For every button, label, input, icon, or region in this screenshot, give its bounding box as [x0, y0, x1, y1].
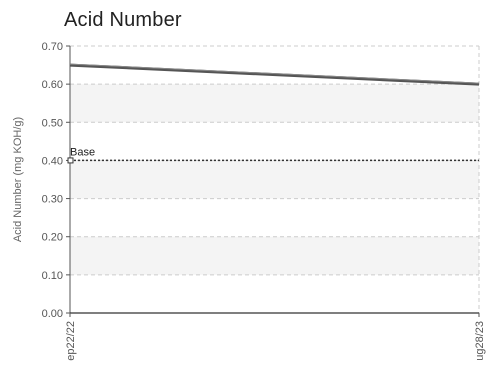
- y-tick-label: 0.50: [42, 117, 63, 129]
- y-tick-label: 0.60: [42, 79, 63, 91]
- chart-title: Acid Number: [64, 9, 182, 31]
- y-tick-label: 0.70: [42, 41, 63, 53]
- reference-line-group: Base: [67, 146, 479, 164]
- series-line-highlight: [69, 63, 480, 84]
- plot-band: [70, 84, 479, 123]
- y-tick-label: 0.10: [42, 270, 63, 282]
- y-axis-label: Acid Number (mg KOH/g): [12, 117, 24, 242]
- reference-line-label: Base: [70, 146, 95, 158]
- x-tick-label: ep22/22: [65, 321, 77, 361]
- reference-marker: [67, 157, 74, 164]
- plot-band: [70, 236, 479, 275]
- y-tick-label: 0.20: [42, 232, 63, 244]
- plot-band: [70, 160, 479, 199]
- axes: [69, 46, 479, 314]
- y-tick-label: 0.00: [42, 308, 63, 320]
- x-tick-label: ug28/23: [474, 321, 486, 361]
- series-line: [69, 63, 480, 86]
- x-ticks: ep22/22 ug28/23: [65, 313, 486, 361]
- y-tick-label: 0.30: [42, 194, 63, 206]
- series-group: [69, 63, 480, 86]
- y-ticks: 0.00 0.10 0.20 0.30 0.40 0.50 0.60 0.70: [42, 41, 70, 320]
- plot-bands: [70, 84, 479, 275]
- y-tick-label: 0.40: [42, 155, 63, 167]
